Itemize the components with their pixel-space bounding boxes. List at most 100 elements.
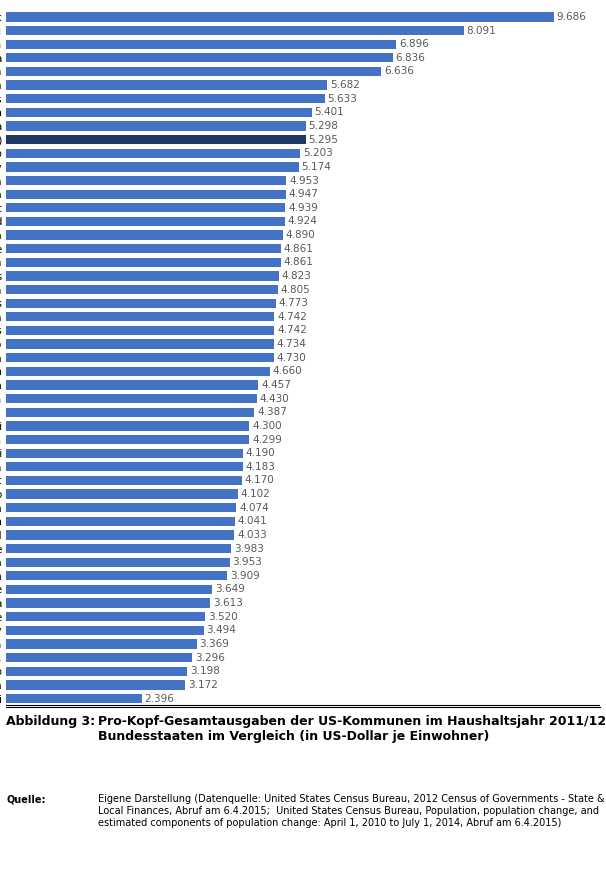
- Bar: [6, 354, 273, 362]
- Text: Abbildung 3:: Abbildung 3:: [6, 715, 95, 728]
- Bar: [6, 544, 231, 553]
- Text: 3.494: 3.494: [207, 626, 236, 635]
- Bar: [6, 162, 299, 172]
- Bar: [6, 122, 305, 130]
- Bar: [6, 39, 396, 49]
- Text: 4.102: 4.102: [241, 489, 271, 499]
- Bar: [6, 149, 301, 157]
- Text: 4.299: 4.299: [252, 435, 282, 444]
- Text: 4.041: 4.041: [238, 516, 267, 527]
- Text: 2.396: 2.396: [144, 694, 175, 704]
- Bar: [6, 381, 258, 389]
- Text: 4.170: 4.170: [245, 475, 275, 486]
- Bar: [6, 53, 393, 62]
- Bar: [6, 244, 281, 253]
- Text: 4.730: 4.730: [276, 353, 306, 363]
- Text: 3.369: 3.369: [199, 639, 229, 649]
- Text: 3.296: 3.296: [195, 653, 225, 662]
- Bar: [6, 449, 243, 458]
- Text: 4.861: 4.861: [284, 243, 314, 254]
- Text: 3.953: 3.953: [233, 557, 262, 567]
- Bar: [6, 476, 242, 485]
- Bar: [6, 12, 554, 22]
- Text: 4.773: 4.773: [279, 298, 308, 308]
- Bar: [6, 203, 285, 213]
- Text: 4.387: 4.387: [257, 407, 287, 417]
- Bar: [6, 190, 286, 199]
- Text: 6.836: 6.836: [396, 52, 425, 63]
- Bar: [6, 66, 381, 76]
- Text: 4.953: 4.953: [289, 176, 319, 185]
- Text: 3.198: 3.198: [190, 666, 219, 676]
- Bar: [6, 340, 274, 349]
- Text: 3.520: 3.520: [208, 612, 238, 622]
- Bar: [6, 680, 185, 690]
- Text: 5.203: 5.203: [303, 148, 333, 158]
- Text: 4.805: 4.805: [281, 284, 310, 295]
- Text: 5.682: 5.682: [330, 80, 360, 90]
- Bar: [6, 598, 210, 608]
- Bar: [6, 217, 285, 226]
- Text: 4.890: 4.890: [285, 230, 315, 240]
- Bar: [6, 257, 281, 267]
- Text: 4.823: 4.823: [282, 271, 311, 281]
- Bar: [6, 135, 305, 144]
- Bar: [6, 421, 249, 430]
- Text: 4.300: 4.300: [252, 421, 282, 430]
- Text: 5.633: 5.633: [327, 94, 358, 104]
- Text: 4.183: 4.183: [245, 462, 275, 472]
- Text: 5.295: 5.295: [308, 135, 338, 144]
- Text: 4.033: 4.033: [237, 530, 267, 540]
- Bar: [6, 326, 275, 335]
- Bar: [6, 694, 142, 704]
- Text: 3.649: 3.649: [215, 584, 245, 594]
- Bar: [6, 489, 238, 499]
- Bar: [6, 612, 205, 621]
- Bar: [6, 462, 242, 472]
- Text: 3.613: 3.613: [213, 598, 243, 608]
- Text: 4.939: 4.939: [288, 203, 318, 213]
- Bar: [6, 285, 278, 294]
- Bar: [6, 80, 327, 90]
- Text: 8.091: 8.091: [467, 25, 496, 36]
- Text: 5.401: 5.401: [315, 108, 344, 117]
- Text: 5.174: 5.174: [302, 162, 331, 172]
- Bar: [6, 230, 282, 240]
- Text: 4.660: 4.660: [273, 367, 302, 376]
- Bar: [6, 26, 464, 35]
- Bar: [6, 408, 254, 416]
- Text: 5.298: 5.298: [308, 121, 338, 131]
- Text: 4.734: 4.734: [277, 340, 307, 349]
- Bar: [6, 653, 193, 662]
- Text: Pro-Kopf-Gesamtausgaben der US-Kommunen im Haushaltsjahr 2011/12 nach
Bundesstaa: Pro-Kopf-Gesamtausgaben der US-Kommunen …: [98, 715, 606, 743]
- Bar: [6, 640, 196, 648]
- Text: 9.686: 9.686: [557, 12, 587, 22]
- Bar: [6, 367, 270, 376]
- Text: 3.909: 3.909: [230, 570, 260, 581]
- Bar: [6, 626, 204, 635]
- Text: 4.742: 4.742: [277, 312, 307, 322]
- Text: 4.742: 4.742: [277, 326, 307, 335]
- Bar: [6, 298, 276, 308]
- Text: 4.457: 4.457: [261, 380, 291, 390]
- Bar: [6, 503, 236, 513]
- Text: Quelle:: Quelle:: [6, 794, 45, 804]
- Bar: [6, 94, 325, 103]
- Bar: [6, 530, 234, 540]
- Text: 4.861: 4.861: [284, 257, 314, 267]
- Text: Eigene Darstellung (Datenquelle: United States Census Bureau, 2012 Census of Gov: Eigene Darstellung (Datenquelle: United …: [98, 794, 605, 828]
- Text: 6.636: 6.636: [384, 66, 414, 76]
- Bar: [6, 516, 235, 526]
- Bar: [6, 312, 275, 321]
- Text: 3.172: 3.172: [188, 680, 218, 690]
- Text: 4.190: 4.190: [246, 448, 276, 458]
- Bar: [6, 271, 279, 281]
- Bar: [6, 667, 187, 676]
- Text: 6.896: 6.896: [399, 39, 429, 49]
- Text: 4.924: 4.924: [287, 216, 318, 227]
- Bar: [6, 571, 227, 580]
- Bar: [6, 435, 249, 444]
- Text: 3.983: 3.983: [234, 543, 264, 554]
- Text: 4.430: 4.430: [259, 394, 289, 403]
- Text: 4.074: 4.074: [239, 502, 269, 513]
